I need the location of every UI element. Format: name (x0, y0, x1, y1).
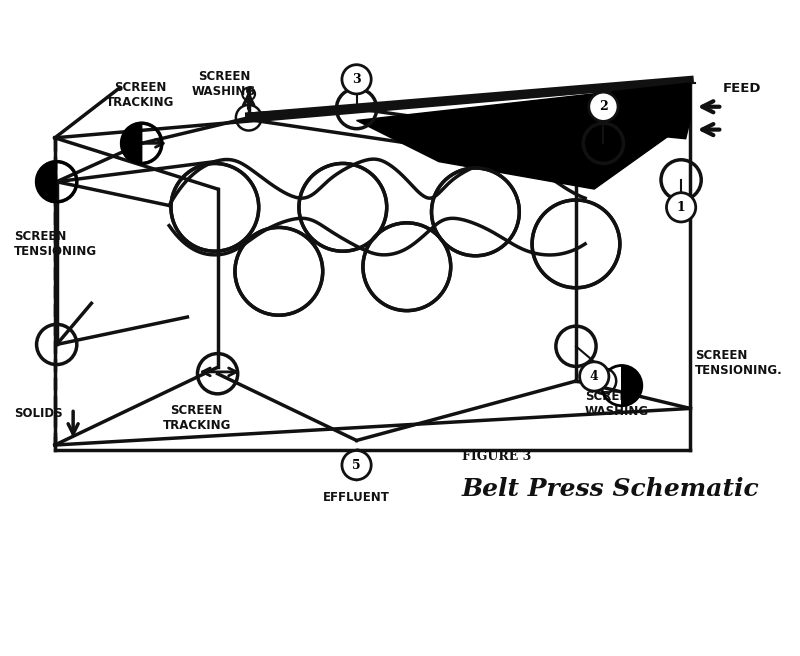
Text: SCREEN
TENSIONING.: SCREEN TENSIONING. (695, 349, 782, 377)
Circle shape (666, 193, 696, 222)
Circle shape (342, 65, 371, 94)
Text: Belt Press Schematic: Belt Press Schematic (462, 477, 759, 501)
Text: FIGURE 3: FIGURE 3 (462, 450, 531, 463)
Text: SCREEN
WASHING: SCREEN WASHING (192, 70, 256, 98)
Text: SCREEN
WASHING: SCREEN WASHING (585, 390, 650, 418)
Circle shape (580, 362, 609, 391)
Text: 4: 4 (590, 370, 598, 383)
Text: SCREEN
TRACKING: SCREEN TRACKING (162, 404, 230, 432)
Wedge shape (122, 123, 142, 163)
Polygon shape (448, 116, 690, 139)
Text: SOLIDS: SOLIDS (14, 407, 62, 420)
Text: 1: 1 (677, 201, 686, 214)
Text: SCREEN
TENSIONING: SCREEN TENSIONING (14, 230, 97, 258)
Wedge shape (622, 365, 642, 405)
Text: 3: 3 (352, 73, 361, 86)
Text: ADJUSTABLE
WEDGE ANGLE: ADJUSTABLE WEDGE ANGLE (466, 134, 563, 162)
Circle shape (342, 451, 371, 480)
Text: SCREEN
TRACKING: SCREEN TRACKING (106, 81, 174, 109)
Text: 2: 2 (599, 100, 608, 113)
Text: 5: 5 (352, 459, 361, 472)
Text: FEED: FEED (722, 82, 761, 95)
Circle shape (589, 92, 618, 121)
Text: EFFLUENT: EFFLUENT (323, 491, 390, 504)
Wedge shape (37, 161, 57, 202)
Polygon shape (357, 83, 690, 189)
